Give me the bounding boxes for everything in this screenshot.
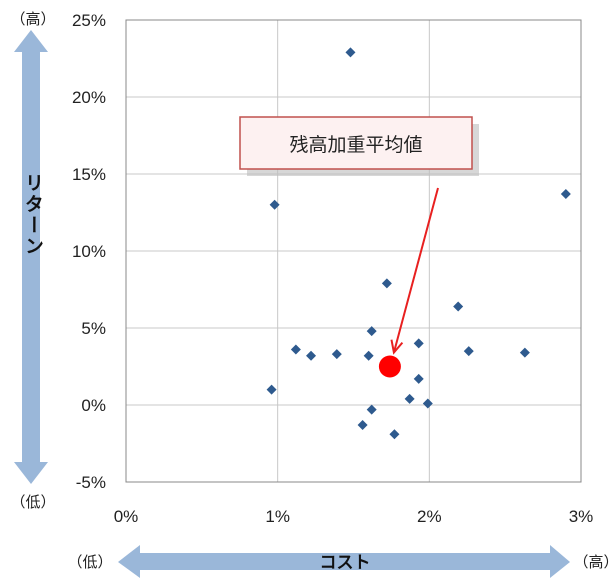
y-high-label: （高） [10, 10, 55, 28]
callout-arrow-head [390, 339, 404, 355]
x-tick-label: 0% [114, 507, 139, 526]
data-point [519, 347, 530, 358]
callout-arrow-shaft [392, 187, 439, 353]
y-tick-label: 0% [81, 396, 106, 415]
x-high-label: （高） [573, 553, 614, 571]
grid-lines [125, 19, 582, 483]
x-axis-arrow [118, 545, 570, 578]
data-point [463, 346, 474, 357]
y-tick-labels: 25% 20% 15% 10% 5% 0% -5% [72, 11, 106, 492]
data-point [389, 429, 400, 440]
data-point [357, 420, 368, 431]
weighted-average-point [378, 355, 401, 378]
callout-box [239, 116, 473, 170]
data-point [560, 189, 571, 200]
data-point [413, 338, 424, 349]
data-point [266, 384, 277, 395]
plot-frame [125, 19, 582, 483]
data-point [331, 349, 342, 360]
y-tick-label: 25% [72, 11, 106, 30]
y-tick-label: 15% [72, 165, 106, 184]
y-axis-arrow [14, 30, 48, 484]
callout-label: 残高加重平均値 [289, 134, 422, 156]
data-point [422, 398, 433, 409]
y-tick-label: 5% [81, 319, 106, 338]
data-point [269, 199, 280, 210]
data-point [404, 393, 415, 404]
data-point [453, 301, 464, 312]
x-tick-label: 2% [417, 507, 442, 526]
x-tick-labels: 0% 1% 2% 3% [114, 507, 594, 526]
y-low-label: （低） [10, 493, 55, 511]
x-tick-label: 1% [265, 507, 290, 526]
data-point [290, 344, 301, 355]
y-tick-label: 20% [72, 88, 106, 107]
data-point [345, 47, 356, 58]
y-tick-label: -5% [76, 473, 106, 492]
callout-arrow [390, 187, 439, 355]
data-point [413, 373, 424, 384]
data-point [366, 326, 377, 337]
x-axis-title: コスト [320, 553, 371, 573]
data-points [266, 47, 571, 440]
data-point [381, 278, 392, 289]
data-point [363, 350, 374, 361]
data-point [306, 350, 317, 361]
y-axis-title: リターン [22, 173, 44, 257]
x-tick-label: 3% [569, 507, 594, 526]
y-tick-label: 10% [72, 242, 106, 261]
data-point [366, 404, 377, 415]
x-low-label: （低） [67, 553, 112, 571]
